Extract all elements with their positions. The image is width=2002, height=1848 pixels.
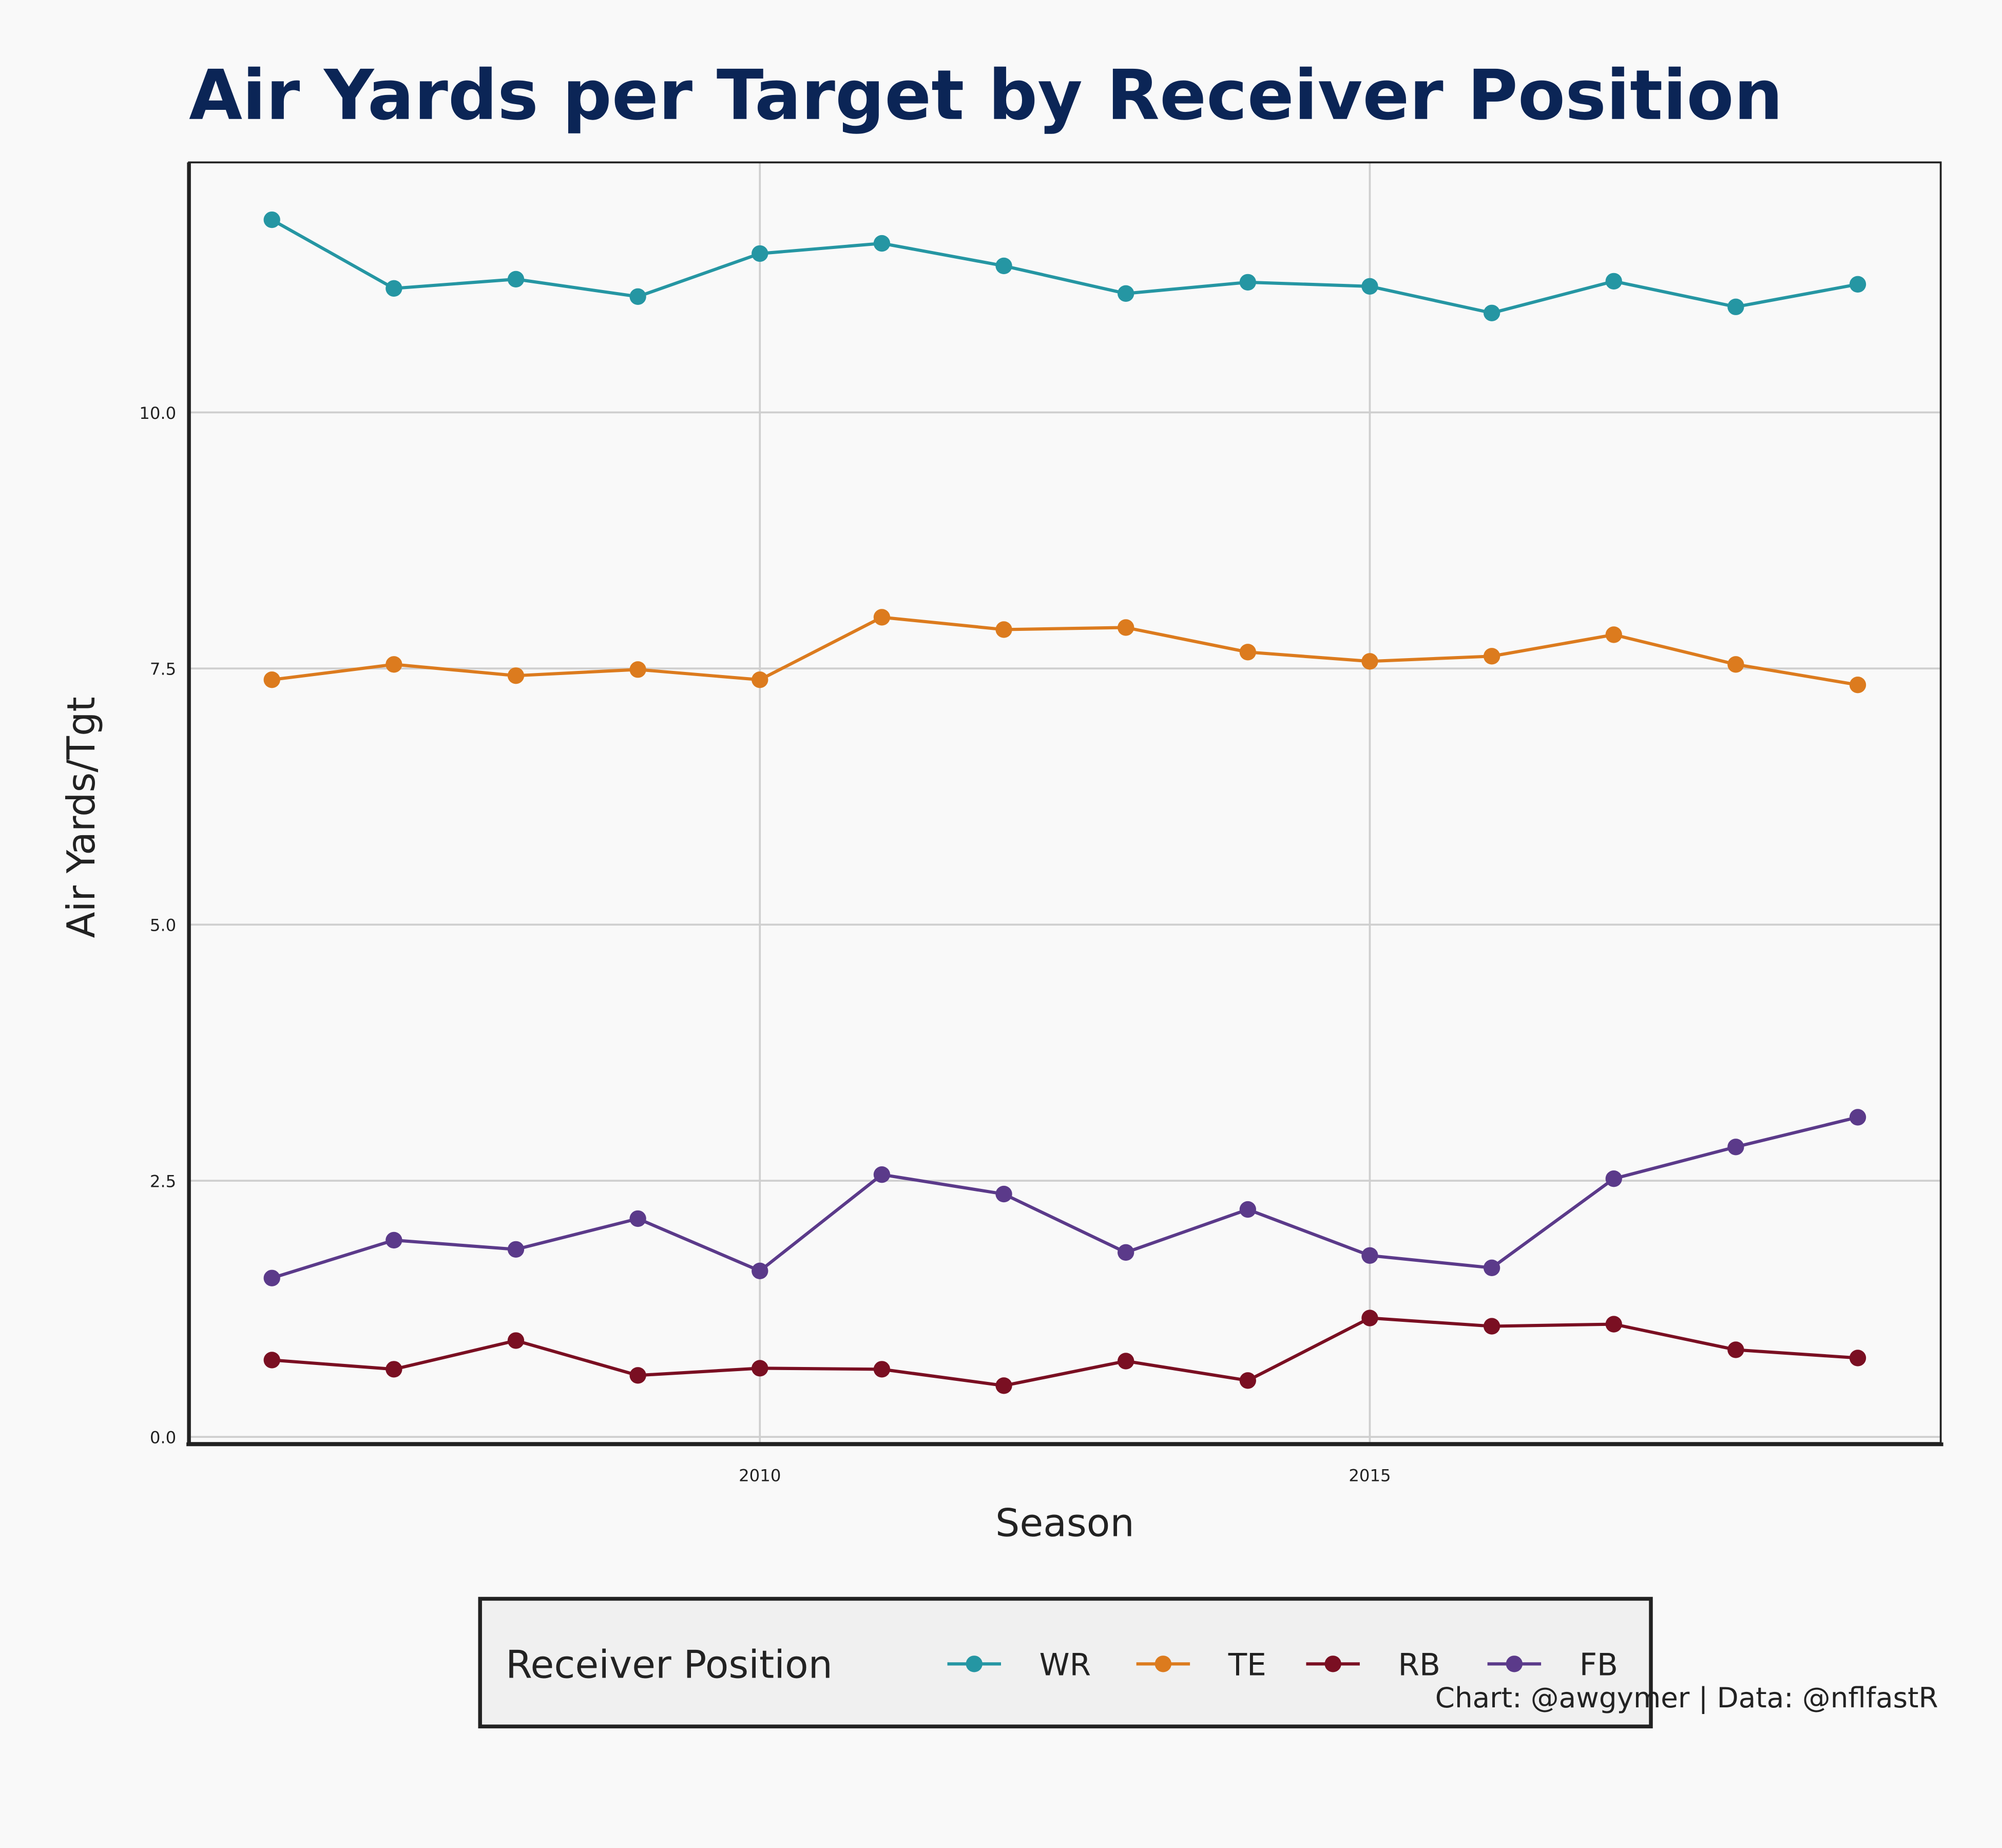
point-fb <box>1361 1247 1378 1264</box>
y-tick-label: 10.0 <box>139 403 176 423</box>
x-tick-label: 2010 <box>739 1466 781 1486</box>
point-wr <box>873 235 891 252</box>
point-fb <box>1483 1259 1500 1276</box>
x-axis-label: Season <box>995 1501 1134 1546</box>
point-fb <box>752 1262 768 1279</box>
point-te <box>995 621 1012 638</box>
legend-item-te: TE <box>1136 1648 1266 1683</box>
gridlines <box>189 162 1941 1443</box>
x-tick-label: 2015 <box>1349 1466 1391 1486</box>
legend-marker <box>1324 1656 1341 1672</box>
point-te <box>1239 644 1256 661</box>
point-fb <box>263 1269 280 1286</box>
line-rb <box>272 1316 1858 1388</box>
point-rb <box>386 1361 402 1378</box>
y-tick-label: 0.0 <box>150 1428 176 1448</box>
point-te <box>629 661 646 678</box>
legend-box <box>478 1596 1653 1728</box>
point-rb <box>1239 1372 1256 1389</box>
legend-label: FB <box>1580 1648 1618 1683</box>
point-rb <box>1849 1350 1866 1366</box>
point-fb <box>873 1166 891 1183</box>
series-group <box>263 211 1866 1394</box>
legend: Receiver Position WR TE RB FB <box>478 1596 1653 1728</box>
tick-labels: 0.0 2.5 5.0 7.5 10.0 2010 2015 <box>139 403 1391 1486</box>
point-te <box>263 671 280 688</box>
point-rb <box>507 1332 525 1349</box>
point-te <box>1605 626 1622 643</box>
point-te <box>1361 653 1378 670</box>
point-te <box>752 671 768 688</box>
series-fb <box>263 1109 1866 1286</box>
point-rb <box>995 1377 1012 1394</box>
legend-label: RB <box>1398 1648 1440 1683</box>
point-fb <box>386 1231 402 1249</box>
line-te <box>272 615 1858 687</box>
point-wr <box>1605 273 1622 290</box>
point-fb <box>1849 1109 1866 1126</box>
point-rb <box>1118 1353 1134 1370</box>
point-fb <box>629 1210 646 1227</box>
point-fb <box>995 1185 1012 1203</box>
point-wr <box>1849 276 1866 293</box>
point-fb <box>1118 1244 1134 1261</box>
point-wr <box>995 257 1012 275</box>
legend-item-fb: FB <box>1487 1648 1618 1683</box>
series-wr <box>263 211 1866 321</box>
y-tick-label: 5.0 <box>150 916 176 935</box>
point-fb <box>1239 1201 1256 1218</box>
point-wr <box>1361 278 1378 295</box>
point-te <box>507 667 525 684</box>
point-te <box>1727 656 1744 673</box>
point-wr <box>386 280 402 297</box>
point-fb <box>507 1241 525 1258</box>
point-rb <box>629 1367 646 1384</box>
point-wr <box>629 288 646 305</box>
point-wr <box>1118 285 1134 302</box>
point-wr <box>752 245 768 262</box>
point-te <box>1849 677 1866 694</box>
point-wr <box>1239 274 1256 291</box>
point-rb <box>1483 1318 1500 1335</box>
point-rb <box>752 1360 768 1377</box>
point-rb <box>263 1352 280 1369</box>
legend-marker <box>966 1656 983 1672</box>
series-te <box>263 609 1866 694</box>
y-axis-label: Air Yards/Tgt <box>59 697 104 938</box>
point-te <box>1118 619 1134 636</box>
point-te <box>386 656 402 673</box>
point-wr <box>263 211 280 228</box>
chart-title: Air Yards per Target by Receiver Positio… <box>189 55 1783 136</box>
legend-item-wr: WR <box>947 1648 1091 1683</box>
point-wr <box>1483 304 1500 321</box>
legend-title: Receiver Position <box>506 1643 833 1687</box>
legend-marker <box>1154 1656 1172 1672</box>
legend-keys: WR TE RB FB <box>947 1648 1618 1683</box>
point-rb <box>1605 1316 1622 1333</box>
line-fb <box>271 1115 1858 1280</box>
point-rb <box>1361 1310 1378 1326</box>
point-te <box>873 609 891 626</box>
y-tick-label: 7.5 <box>150 660 176 679</box>
point-fb <box>1727 1139 1744 1156</box>
point-rb <box>1727 1341 1744 1358</box>
point-te <box>1483 648 1500 665</box>
legend-item-rb: RB <box>1306 1648 1440 1683</box>
legend-label: TE <box>1228 1648 1266 1683</box>
y-tick-label: 2.5 <box>150 1172 176 1191</box>
legend-label: WR <box>1040 1648 1091 1683</box>
line-wr <box>271 218 1858 315</box>
point-fb <box>1605 1170 1622 1187</box>
caption: Chart: @awgymer | Data: @nflfastR <box>1435 1681 1938 1715</box>
legend-marker <box>1506 1656 1523 1672</box>
series-rb <box>263 1310 1866 1394</box>
point-rb <box>873 1361 891 1378</box>
point-wr <box>507 271 525 288</box>
point-wr <box>1727 298 1744 315</box>
